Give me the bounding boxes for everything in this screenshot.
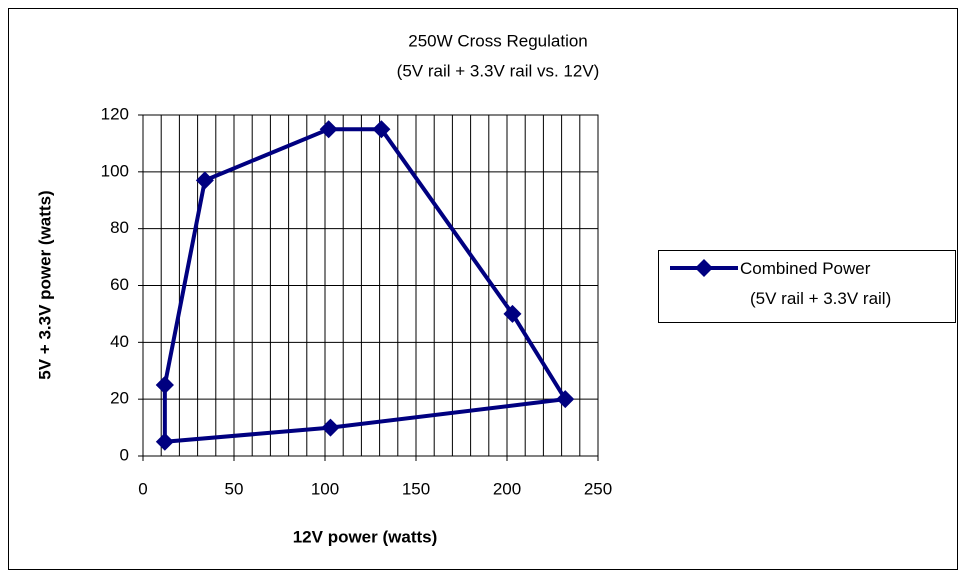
data-point bbox=[321, 418, 340, 437]
y-tick-label: 20 bbox=[110, 389, 129, 408]
data-point bbox=[372, 120, 391, 139]
data-point bbox=[195, 171, 214, 190]
legend-label: Combined Power (5V rail + 3.3V rail) bbox=[740, 259, 891, 308]
chart-title: 250W Cross Regulation bbox=[408, 31, 588, 50]
data-point bbox=[155, 432, 174, 451]
plot-area bbox=[142, 114, 599, 457]
data-point bbox=[503, 304, 522, 323]
y-tick-label: 100 bbox=[101, 161, 129, 180]
data-point bbox=[155, 375, 174, 394]
data-point bbox=[556, 390, 575, 409]
x-tick-label: 50 bbox=[225, 479, 244, 498]
legend-marker bbox=[695, 259, 713, 277]
y-tick-label: 60 bbox=[110, 275, 129, 294]
chart-subtitle: (5V rail + 3.3V rail vs. 12V) bbox=[397, 61, 600, 80]
y-tick-label: 0 bbox=[120, 445, 129, 464]
legend-box bbox=[658, 250, 956, 323]
y-axis-label: 5V + 3.3V power (watts) bbox=[35, 190, 54, 379]
x-tick-label: 200 bbox=[493, 479, 521, 498]
x-tick-label: 100 bbox=[311, 479, 339, 498]
x-tick-label: 250 bbox=[584, 479, 612, 498]
data-point bbox=[319, 120, 338, 139]
y-tick-label: 120 bbox=[101, 104, 129, 123]
x-axis-label: 12V power (watts) bbox=[293, 527, 438, 546]
x-tick-label: 150 bbox=[402, 479, 430, 498]
y-tick-label: 80 bbox=[110, 218, 129, 237]
x-tick-label: 0 bbox=[138, 479, 147, 498]
y-tick-label: 40 bbox=[110, 332, 129, 351]
